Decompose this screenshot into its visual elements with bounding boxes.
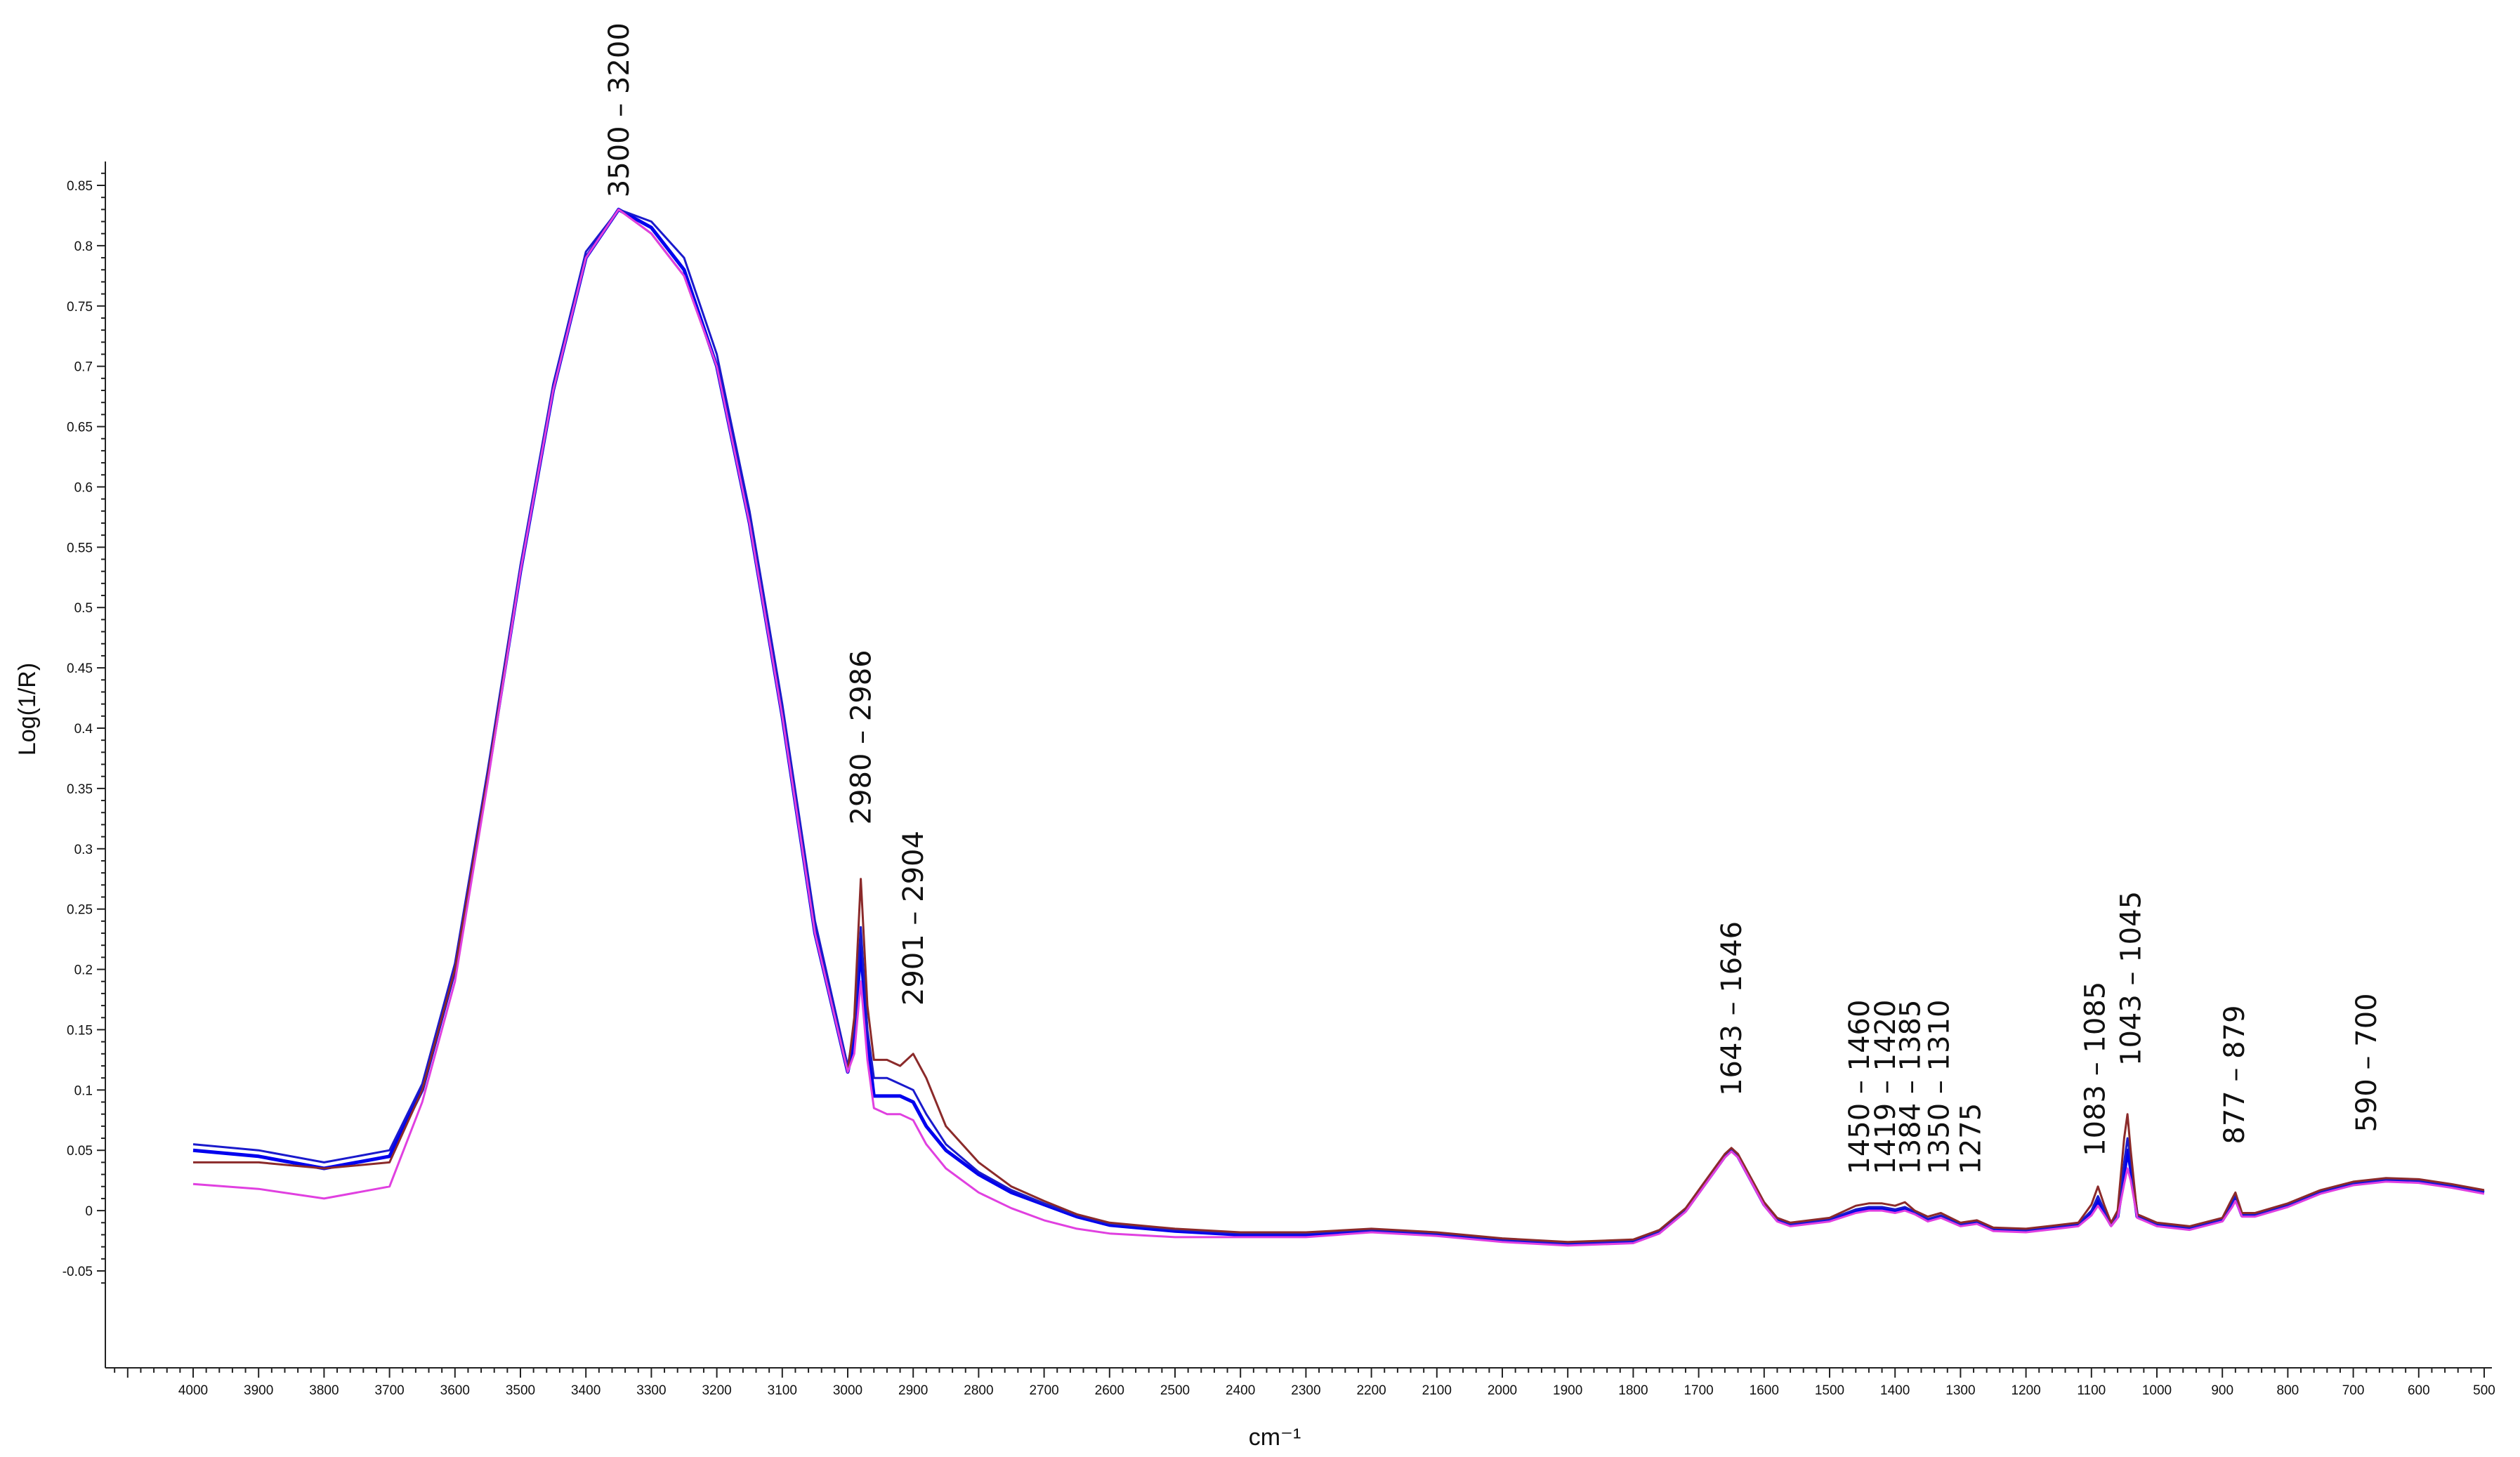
x-tick-label: 3500 [506, 1383, 535, 1398]
peak-annotation: 1275 [1955, 1103, 1987, 1175]
spectrum-series-line [192, 208, 2485, 1244]
x-tick-label: 1200 [2011, 1383, 2040, 1398]
x-tick-label: 900 [2211, 1383, 2233, 1398]
y-tick-label: 0.5 [74, 601, 93, 616]
y-tick-label: 0.7 [74, 360, 93, 375]
x-tick-label: 1700 [1684, 1383, 1713, 1398]
y-tick-label: 0.55 [67, 541, 93, 555]
peak-annotation: 2980 – 2986 [846, 650, 878, 824]
peak-annotation: 3500 – 3200 [603, 22, 636, 197]
y-tick-label: 0.75 [67, 300, 93, 315]
y-tick-label: 0.05 [67, 1144, 93, 1159]
x-tick-label: 600 [2408, 1383, 2430, 1398]
x-tick-label: 2500 [1160, 1383, 1190, 1398]
ticks: 4000 3900 3800 3700 3600 3500 3400 3300 3200 3100… [63, 172, 2495, 1398]
x-tick-label: 2900 [898, 1383, 928, 1398]
spectrum-lines [192, 207, 2485, 1247]
x-axis-title: cm⁻¹ [1249, 1424, 1301, 1451]
y-tick-label: 0.65 [67, 421, 93, 435]
peak-annotation: 590 – 700 [2351, 993, 2383, 1132]
x-tick-label: 1600 [1750, 1383, 1779, 1398]
y-tick-label: 0.15 [67, 1023, 93, 1038]
y-tick-label: 0.4 [74, 722, 93, 737]
y-tick-label: 0.25 [67, 903, 93, 918]
x-tick-label: 2700 [1029, 1383, 1058, 1398]
x-tick-label: 3300 [636, 1383, 666, 1398]
peak-annotation: 1043 – 1045 [2115, 891, 2148, 1066]
x-tick-label: 3700 [374, 1383, 404, 1398]
x-tick-label: 3900 [244, 1383, 273, 1398]
x-tick-label: 1300 [1945, 1383, 1975, 1398]
x-tick-label: 2600 [1095, 1383, 1124, 1398]
x-tick-label: 3400 [571, 1383, 601, 1398]
x-tick-label: 2800 [964, 1383, 993, 1398]
x-tick-label: 1500 [1815, 1383, 1844, 1398]
peak-annotation: 2901 – 2904 [898, 831, 930, 1006]
peak-annotation: 1350 – 1310 [1924, 1000, 1956, 1175]
x-tick-label: 2400 [1226, 1383, 1255, 1398]
x-tick-label: 700 [2342, 1383, 2365, 1398]
peak-annotation: 1384 – 1385 [1895, 1000, 1927, 1175]
x-tick-label: 3600 [440, 1383, 470, 1398]
x-tick-label: 3200 [702, 1383, 731, 1398]
x-tick-label: 800 [2277, 1383, 2299, 1398]
peak-annotation: 1083 – 1085 [2080, 982, 2112, 1156]
y-tick-label: -0.05 [63, 1265, 93, 1279]
y-tick-label: 0.35 [67, 782, 93, 797]
x-tick-label: 500 [2473, 1383, 2495, 1398]
spectrum-series-line [192, 207, 2485, 1246]
x-tick-label: 3800 [309, 1383, 339, 1398]
x-tick-label: 1000 [2142, 1383, 2172, 1398]
peak-annotations: 3500 – 3200 2980 – 2986 2901 – 2904 1643 – … [603, 22, 2383, 1174]
y-tick-label: 0.85 [67, 179, 93, 194]
spectrum-series-line [193, 208, 2485, 1244]
y-axis-title: Log(1/R) [14, 663, 41, 756]
y-tick-label: 0.2 [74, 963, 93, 978]
peak-annotation: 1419 – 1420 [1870, 1000, 1902, 1175]
y-tick-label: 0.1 [74, 1083, 93, 1098]
x-tick-label: 1400 [1880, 1383, 1910, 1398]
x-tick-label: 2200 [1356, 1383, 1386, 1398]
x-tick-label: 4000 [178, 1383, 208, 1398]
peak-annotation: 1450 – 1460 [1844, 1000, 1876, 1175]
x-tick-label: 3000 [833, 1383, 862, 1398]
y-tick-label: 0.3 [74, 843, 93, 857]
x-tick-label: 3100 [768, 1383, 797, 1398]
x-tick-label: 2300 [1291, 1383, 1320, 1398]
x-tick-label: 1900 [1553, 1383, 1582, 1398]
peak-annotation: 1643 – 1646 [1716, 921, 1748, 1096]
y-tick-label: 0.6 [74, 480, 93, 495]
y-tick-label: 0.8 [74, 239, 93, 254]
peak-annotation: 877 – 879 [2219, 1005, 2251, 1144]
x-tick-label: 2100 [1422, 1383, 1452, 1398]
y-tick-label: 0.45 [67, 661, 93, 676]
spectrum-series-line [192, 208, 2485, 1247]
x-tick-label: 1100 [2077, 1383, 2106, 1398]
y-tick-label: 0 [85, 1204, 93, 1219]
x-tick-label: 2000 [1488, 1383, 1517, 1398]
x-tick-label: 1800 [1618, 1383, 1648, 1398]
